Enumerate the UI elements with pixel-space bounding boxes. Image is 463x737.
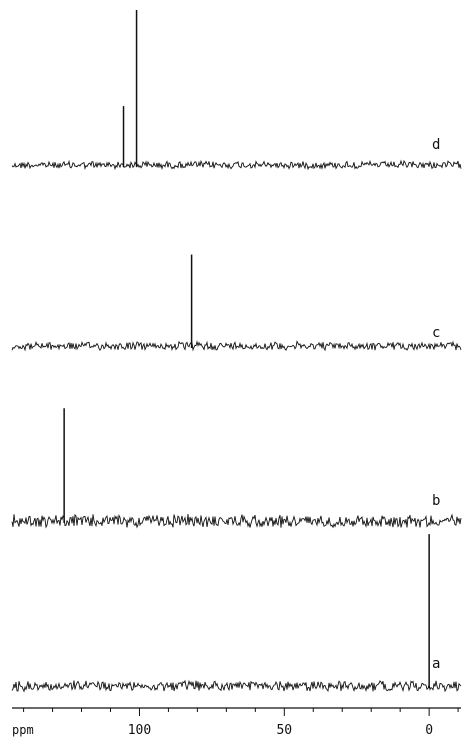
spectrum-a: a [11, 534, 462, 693]
spectra-traces: d c b a [11, 10, 462, 693]
baseline-c [11, 340, 462, 352]
tick-label-0: 0 [425, 723, 433, 737]
ppm-axis: 100 50 0 ppm [12, 707, 461, 737]
trace-label-c: c [432, 325, 440, 341]
baseline-d [11, 159, 462, 171]
baseline-b [11, 513, 462, 529]
spectrum-d: d [11, 10, 462, 171]
axis-ticks: 100 50 0 [23, 708, 459, 737]
tick-label-100: 100 [128, 723, 151, 737]
trace-label-d: d [432, 137, 440, 153]
axis-unit-label: ppm [12, 723, 34, 737]
spectrum-b: b [11, 408, 462, 529]
trace-label-a: a [432, 656, 440, 672]
trace-label-b: b [432, 493, 440, 509]
spectrum-c: c [11, 254, 462, 352]
tick-label-50: 50 [276, 723, 292, 737]
baseline-a [11, 679, 462, 693]
